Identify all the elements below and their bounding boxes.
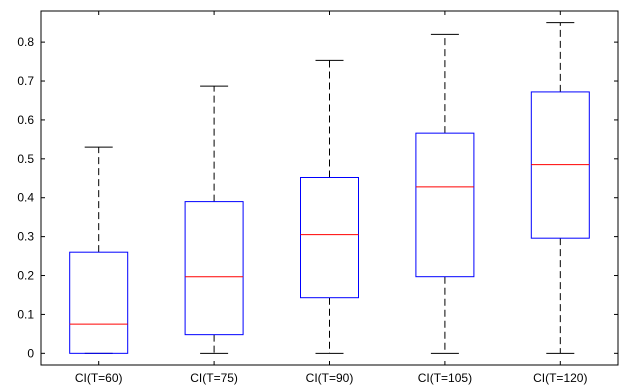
y-tick-label: 0.5 (17, 152, 34, 166)
y-tick-label: 0.1 (17, 307, 34, 321)
x-tick-label: CI(T=60) (75, 371, 123, 385)
y-tick-label: 0.8 (17, 35, 34, 49)
x-tick-label: CI(T=120) (533, 371, 587, 385)
x-tick-label: CI(T=105) (418, 371, 472, 385)
iqr-box (184, 201, 244, 336)
y-tick-label: 0.6 (17, 113, 34, 127)
x-tick-label: CI(T=75) (190, 371, 238, 385)
y-tick-label: 0.3 (17, 230, 34, 244)
iqr-box (69, 251, 129, 354)
y-tick-label: 0 (27, 346, 34, 360)
plot-area (40, 10, 619, 366)
x-axis: CI(T=60) CI(T=75) CI(T=90) CI(T=105) CI(T=12… (75, 11, 587, 385)
iqr-box (415, 132, 475, 278)
x-tick-label: CI(T=90) (306, 371, 354, 385)
boxes-group (69, 22, 590, 354)
iqr-box (300, 176, 359, 299)
y-tick-label: 0.2 (17, 269, 34, 283)
y-axis: 0 0.1 0.2 0.3 0.4 0.5 0.6 0.7 0.8 (17, 35, 618, 360)
y-tick-label: 0.7 (17, 74, 34, 88)
y-tick-label: 0.4 (17, 191, 34, 205)
